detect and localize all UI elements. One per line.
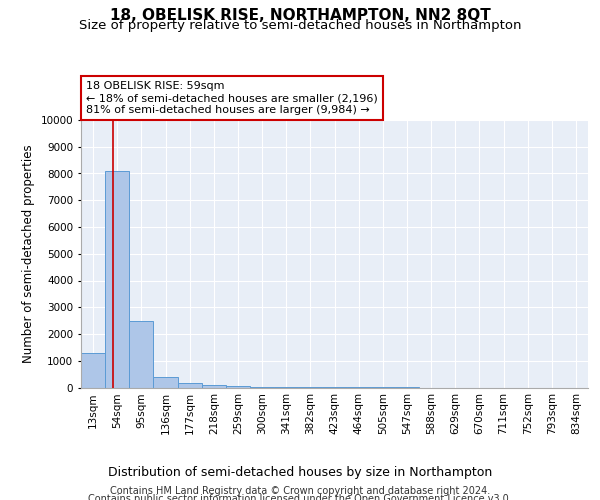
Text: Size of property relative to semi-detached houses in Northampton: Size of property relative to semi-detach… [79,18,521,32]
Text: 18, OBELISK RISE, NORTHAMPTON, NN2 8QT: 18, OBELISK RISE, NORTHAMPTON, NN2 8QT [110,8,490,22]
Text: Contains public sector information licensed under the Open Government Licence v3: Contains public sector information licen… [88,494,512,500]
Y-axis label: Number of semi-detached properties: Number of semi-detached properties [22,144,35,363]
Text: Distribution of semi-detached houses by size in Northampton: Distribution of semi-detached houses by … [108,466,492,479]
Bar [105,171,129,388]
Bar [178,384,202,388]
Bar [129,320,154,388]
Text: 18 OBELISK RISE: 59sqm
← 18% of semi-detached houses are smaller (2,196)
81% of : 18 OBELISK RISE: 59sqm ← 18% of semi-det… [86,82,378,114]
Bar [154,377,178,388]
Bar [226,386,250,388]
Bar [202,385,226,388]
Text: Contains HM Land Registry data © Crown copyright and database right 2024.: Contains HM Land Registry data © Crown c… [110,486,490,496]
Bar [250,387,274,388]
Bar [81,352,105,388]
